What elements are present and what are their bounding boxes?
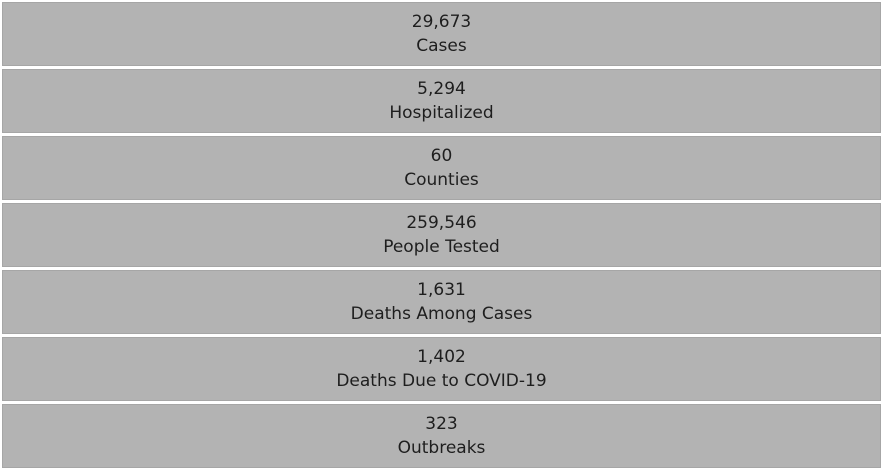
stat-value: 323 xyxy=(425,414,458,434)
stat-label: People Tested xyxy=(383,237,500,257)
stat-value: 259,546 xyxy=(406,213,477,233)
stat-label: Hospitalized xyxy=(389,103,494,123)
stat-tile: 60 Counties xyxy=(2,136,881,200)
stat-tile: 1,631 Deaths Among Cases xyxy=(2,270,881,334)
stat-tile: 5,294 Hospitalized xyxy=(2,69,881,133)
stat-label: Deaths Among Cases xyxy=(350,304,533,324)
stat-label: Deaths Due to COVID-19 xyxy=(336,371,547,391)
stat-tile: 1,402 Deaths Due to COVID-19 xyxy=(2,337,881,401)
stat-value: 60 xyxy=(430,146,453,166)
stat-tile: 29,673 Cases xyxy=(2,2,881,66)
stat-value: 1,402 xyxy=(417,347,466,367)
stat-tile: 259,546 People Tested xyxy=(2,203,881,267)
stat-label: Outbreaks xyxy=(397,438,486,458)
stat-label: Counties xyxy=(404,170,479,190)
stat-value: 5,294 xyxy=(417,79,466,99)
stat-tile: 323 Outbreaks xyxy=(2,404,881,468)
stat-value: 29,673 xyxy=(411,12,472,32)
stat-value: 1,631 xyxy=(417,280,466,300)
stat-label: Cases xyxy=(416,36,467,56)
